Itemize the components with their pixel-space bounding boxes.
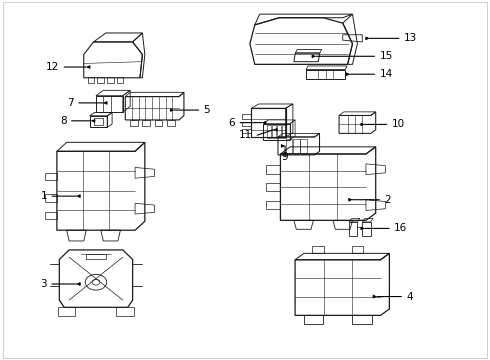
Bar [300, 139, 307, 153]
Bar [143, 120, 150, 126]
Bar [293, 139, 300, 153]
Bar [130, 120, 138, 126]
Text: 7: 7 [67, 98, 74, 108]
Text: 15: 15 [379, 51, 392, 61]
Bar [155, 120, 162, 126]
Bar [98, 77, 104, 83]
Text: 6: 6 [229, 118, 235, 128]
Text: 10: 10 [392, 120, 405, 129]
Text: 5: 5 [203, 105, 210, 115]
Text: 3: 3 [41, 279, 47, 289]
Text: 1: 1 [41, 191, 47, 201]
Bar [272, 125, 276, 138]
Text: 4: 4 [406, 292, 413, 302]
Text: 2: 2 [384, 195, 391, 205]
Text: 14: 14 [379, 69, 392, 79]
Bar [282, 125, 286, 138]
Bar [268, 125, 271, 138]
Bar [107, 77, 114, 83]
Text: 16: 16 [394, 224, 407, 233]
Text: 11: 11 [239, 130, 252, 140]
Bar [313, 246, 324, 253]
Bar [351, 246, 363, 253]
Bar [167, 120, 174, 126]
Bar [286, 139, 293, 153]
Bar [277, 125, 281, 138]
Text: 8: 8 [60, 116, 67, 126]
Bar [86, 253, 106, 259]
Text: 13: 13 [404, 33, 417, 43]
Text: 12: 12 [46, 62, 59, 72]
Bar [88, 77, 94, 83]
Bar [117, 77, 123, 83]
Text: 9: 9 [282, 152, 289, 162]
